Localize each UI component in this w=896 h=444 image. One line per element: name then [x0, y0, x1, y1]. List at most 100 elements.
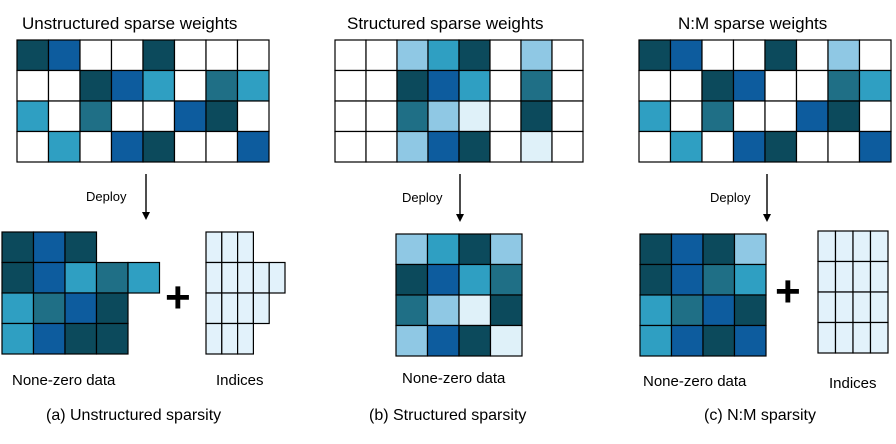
panel-c-indices-cell — [869, 260, 889, 293]
panel-a-indices-cell — [221, 292, 239, 325]
panel-c-weights-cell — [669, 130, 703, 163]
panel-b-weights-cell — [427, 69, 460, 102]
panel-a-weights-cell — [47, 69, 81, 102]
panel-b-nonzero-cell — [426, 294, 460, 327]
panel-a-indices-cell — [205, 231, 223, 264]
panel-a-weights-cell — [79, 100, 113, 133]
panel-c-nonzero-cell — [702, 294, 736, 327]
panel-a-nonzero-cell — [32, 231, 66, 264]
panel-c-weights-cell — [638, 39, 672, 72]
panel-c-nonzero-cell — [639, 233, 673, 266]
panel-a-weights-cell — [79, 130, 113, 163]
panel-a-weights-cell — [205, 100, 239, 133]
panel-c-weights-cell — [669, 39, 703, 72]
panel-b-weights-cell — [365, 130, 398, 163]
panel-a-weights-cell — [142, 100, 176, 133]
panel-b-weights-cell — [396, 39, 429, 72]
panel-a-nonzero-cell — [1, 292, 35, 325]
panel-c-indices-cell — [817, 230, 837, 263]
panel-a-indices-cell — [252, 261, 270, 294]
panel-c-weights-cell — [764, 39, 798, 72]
panel-c-indices-cell — [817, 291, 837, 324]
panel-c-weights-cell — [827, 69, 861, 102]
panel-c-weights-cell — [638, 100, 672, 133]
panel-c-weights-cell — [795, 100, 829, 133]
panel-c-indices-label: Indices — [829, 375, 877, 392]
panel-c-nonzero-cell — [670, 233, 704, 266]
panel-c-weights-cell — [638, 130, 672, 163]
panel-c-caption: (c) N:M sparsity — [704, 407, 816, 424]
panel-b-nonzero-cell — [458, 324, 492, 357]
panel-a-nonzero-cell — [1, 261, 35, 294]
panel-c-weights-cell — [732, 69, 766, 102]
panel-c-nonzero-cell — [702, 263, 736, 296]
panel-b-nonzero-cell — [489, 263, 523, 296]
panel-a-deploy-arrow — [142, 174, 150, 220]
panel-b-weights-cell — [458, 130, 491, 163]
panel-b-weights-cell — [520, 69, 553, 102]
panel-c-nonzero-cell — [639, 263, 673, 296]
panel-c-weights-cell — [827, 100, 861, 133]
panel-c-nonzero-cell — [733, 263, 767, 296]
panel-a-weights-cell — [205, 39, 239, 72]
panel-b-weights-cell — [458, 39, 491, 72]
panel-c-indices-cell — [852, 321, 872, 354]
panel-c-nonzero-cell — [639, 324, 673, 357]
panel-b-nonzero-cell — [426, 324, 460, 357]
panel-a-weights-cell — [47, 130, 81, 163]
panel-a-weights-cell — [236, 130, 270, 163]
panel-c-weights-cell — [764, 100, 798, 133]
panel-a-caption: (a) Unstructured sparsity — [46, 407, 222, 424]
panel-b-weights-cell — [551, 130, 584, 163]
panel-c-indices-cell — [834, 260, 854, 293]
panel-a-nonzero-cell — [32, 261, 66, 294]
panel-a-indices-cell — [221, 231, 239, 264]
panel-b-weights-cell — [458, 100, 491, 133]
panel-b-weights-cell — [551, 100, 584, 133]
panel-a-weights-cell — [110, 69, 144, 102]
panel-c-indices-cell — [817, 321, 837, 354]
panel-c-nonzero-cell — [733, 233, 767, 266]
panel-b-nonzero-cell — [395, 233, 429, 266]
panel-c-indices-cell — [869, 291, 889, 324]
panel-b-weights-cell — [520, 130, 553, 163]
panel-a-nonzero-cell — [64, 231, 98, 264]
panel-a-indices-cell — [205, 322, 223, 355]
panel-b-weights-cell — [427, 39, 460, 72]
panel-b-nonzero-cell — [458, 263, 492, 296]
panel-c-weights-cell — [701, 130, 735, 163]
panel-a-indices-cell — [221, 261, 239, 294]
panel-b-caption: (b) Structured sparsity — [369, 407, 527, 424]
panel-a-indices-cell — [237, 261, 255, 294]
panel-a-weights-cell — [79, 39, 113, 72]
panel-a-indices-cell — [205, 261, 223, 294]
panel-c-nonzero-label: None-zero data — [643, 373, 747, 390]
panel-a-weights-cell — [142, 39, 176, 72]
panel-a-weights-cell — [236, 100, 270, 133]
panel-a-weights-cell — [110, 39, 144, 72]
panel-b-weights-cell — [396, 100, 429, 133]
panel-a-weights-cell — [236, 39, 270, 72]
panel-a-weights-cell — [173, 39, 207, 72]
panel-b-weights-cell — [334, 130, 367, 163]
panel-c-weights-cell — [764, 69, 798, 102]
panel-a-deploy-label: Deploy — [86, 189, 127, 204]
panel-c-weights-cell — [827, 130, 861, 163]
panel-b-nonzero-label: None-zero data — [402, 370, 506, 387]
panel-a-weights-cell — [236, 69, 270, 102]
panel-c-indices-cell — [834, 321, 854, 354]
panel-b-weights-cell — [520, 100, 553, 133]
panel-b-weights-cell — [365, 39, 398, 72]
panel-c-weights-cell — [701, 69, 735, 102]
panel-b-nonzero-cell — [395, 324, 429, 357]
panel-c-deploy-label: Deploy — [710, 190, 751, 205]
panel-b-weights-cell — [458, 69, 491, 102]
panel-b-weights-cell — [489, 100, 522, 133]
panel-a-weights-cell — [47, 100, 81, 133]
panel-c-weights-cell — [701, 39, 735, 72]
panel-b-weights-cell — [365, 69, 398, 102]
panel-a-indices-cell — [252, 292, 270, 325]
panel-b-weights-cell — [551, 69, 584, 102]
panel-b-deploy-label: Deploy — [402, 190, 443, 205]
panel-a-weights-cell — [110, 130, 144, 163]
